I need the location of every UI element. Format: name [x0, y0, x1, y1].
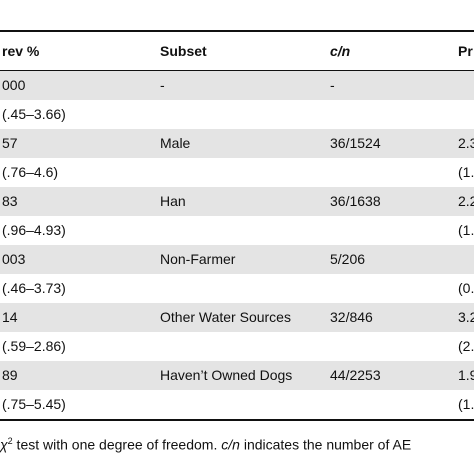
table-cell: (.45–3.66): [2, 106, 66, 122]
table-cell: 1.9: [458, 367, 474, 383]
footnote-text: test with one degree of freedom.: [12, 436, 222, 453]
table-cell: (.75–5.45): [2, 396, 66, 412]
table-cell: -: [330, 77, 335, 93]
table-row: (.46–3.73) (0.: [0, 274, 474, 303]
table-cell: (1.: [458, 396, 474, 412]
table-cell: 000: [2, 77, 26, 93]
table-cell: (1.: [458, 164, 474, 180]
footnote-italic: c/n: [221, 436, 240, 453]
table-cell: Haven’t Owned Dogs: [160, 367, 293, 383]
table-cell: Non-Farmer: [160, 251, 236, 267]
table-row: (.75–5.45) (1.: [0, 390, 474, 419]
table-row: 14 Other Water Sources 32/846 3.2: [0, 303, 474, 332]
table-row: (.45–3.66): [0, 100, 474, 129]
table-cell: -: [160, 77, 165, 93]
table-cell: (0.: [458, 280, 474, 296]
footnote: χ2 test with one degree of freedom. c/n …: [0, 436, 411, 453]
table-cell: 36/1638: [330, 193, 381, 209]
table-cell: (.46–3.73): [2, 280, 66, 296]
top-rule: [0, 30, 474, 32]
table-row: 003 Non-Farmer 5/206: [0, 245, 474, 274]
table-row: 57 Male 36/1524 2.3: [0, 129, 474, 158]
column-header: Pr: [458, 43, 473, 59]
header-rule: [0, 70, 474, 71]
footnote-text: indicates the number of AE: [239, 436, 412, 453]
header-row: rev % Subset c/n Pr: [0, 33, 474, 69]
table-cell: (.76–4.6): [2, 164, 59, 180]
table-row: (.59–2.86) (2.: [0, 332, 474, 361]
table-cell: 3.2: [458, 309, 474, 325]
bottom-rule: [0, 419, 474, 421]
table-cell: (1.: [458, 222, 474, 238]
table-cell: Han: [160, 193, 186, 209]
table-cell: 5/206: [330, 251, 366, 267]
column-header: rev %: [2, 43, 40, 59]
superscript: 2: [7, 436, 13, 446]
table-cell: 44/2253: [330, 367, 381, 383]
table-cell: 36/1524: [330, 135, 381, 151]
table-cell: 83: [2, 193, 18, 209]
table-cell: 2.3: [458, 135, 474, 151]
table-row: 89 Haven’t Owned Dogs 44/2253 1.9: [0, 361, 474, 390]
table-cell: (.59–2.86): [2, 338, 66, 354]
table-cell: Male: [160, 135, 191, 151]
table-cell: (2.: [458, 338, 474, 354]
table-cell: (.96–4.93): [2, 222, 66, 238]
table-cell: 003: [2, 251, 26, 267]
table-row: 83 Han 36/1638 2.2: [0, 187, 474, 216]
table-cell: 57: [2, 135, 18, 151]
column-header: Subset: [160, 43, 207, 59]
table-cell: 2.2: [458, 193, 474, 209]
table-cell: Other Water Sources: [160, 309, 291, 325]
table-cell: 14: [2, 309, 18, 325]
table-row: 000 - -: [0, 71, 474, 100]
table-row: (.96–4.93) (1.: [0, 216, 474, 245]
chi-symbol: χ: [0, 436, 8, 453]
table-cell: 89: [2, 367, 18, 383]
table-cell: 32/846: [330, 309, 373, 325]
table-row: (.76–4.6) (1.: [0, 158, 474, 187]
column-header: c/n: [330, 43, 351, 59]
